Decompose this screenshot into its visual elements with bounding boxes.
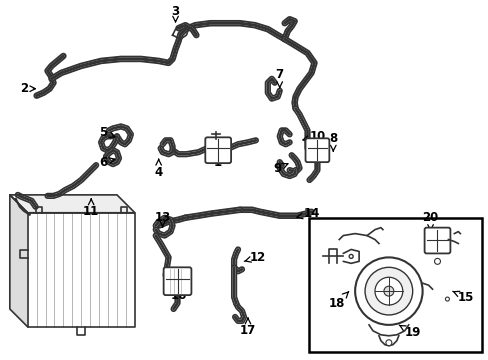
Text: 15: 15 <box>452 291 473 303</box>
FancyBboxPatch shape <box>163 267 191 295</box>
Text: 16: 16 <box>170 283 186 302</box>
Text: 2: 2 <box>20 82 35 95</box>
Text: 9: 9 <box>273 162 287 175</box>
Circle shape <box>374 277 402 305</box>
Circle shape <box>383 286 393 296</box>
Text: 20: 20 <box>422 211 438 230</box>
Text: 1: 1 <box>214 149 222 168</box>
Circle shape <box>445 297 448 301</box>
Text: 18: 18 <box>328 292 348 310</box>
Circle shape <box>348 255 352 258</box>
Text: 12: 12 <box>244 251 265 264</box>
Text: 11: 11 <box>83 199 99 218</box>
FancyBboxPatch shape <box>205 137 231 163</box>
Text: 3: 3 <box>171 5 179 22</box>
Text: 7: 7 <box>275 68 283 87</box>
FancyBboxPatch shape <box>305 138 328 162</box>
Polygon shape <box>10 195 28 327</box>
Circle shape <box>434 258 440 264</box>
FancyBboxPatch shape <box>424 228 449 253</box>
Polygon shape <box>10 195 135 213</box>
Bar <box>309 218 481 352</box>
Text: 13: 13 <box>154 211 170 227</box>
Text: 14: 14 <box>296 207 319 220</box>
Text: 10: 10 <box>302 130 325 143</box>
Text: 5: 5 <box>99 126 115 139</box>
Text: 6: 6 <box>99 156 115 168</box>
Circle shape <box>354 257 422 325</box>
Text: 17: 17 <box>239 318 256 337</box>
Circle shape <box>365 267 412 315</box>
Text: 8: 8 <box>328 132 337 151</box>
Text: 19: 19 <box>398 325 420 339</box>
Polygon shape <box>28 213 135 327</box>
Text: 4: 4 <box>154 159 163 179</box>
Circle shape <box>385 340 391 346</box>
